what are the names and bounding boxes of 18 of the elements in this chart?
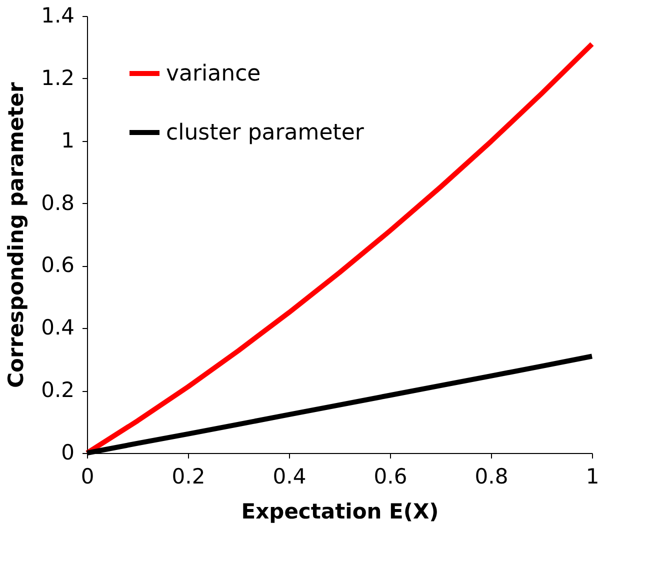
x-tick-label: 1 [586, 464, 600, 488]
y-tick-label: 1 [61, 128, 74, 152]
legend-label: cluster parameter [166, 120, 365, 146]
y-axis-title: Corresponding parameter [4, 82, 28, 388]
y-tick-label: 0.6 [41, 253, 74, 278]
y-tick-label: 1.4 [41, 4, 74, 28]
x-tick-label: 0.8 [474, 464, 508, 488]
x-axis-title: Expectation E(X) [241, 500, 439, 524]
y-tick-label: 0 [61, 440, 74, 464]
x-tick-label: 0.4 [272, 464, 306, 488]
x-tick-label: 0 [80, 464, 94, 488]
y-tick-label: 0.4 [41, 316, 74, 340]
x-tick-label: 0.6 [374, 464, 408, 488]
y-tick-label: 0.8 [41, 190, 74, 215]
y-tick-label: 1.2 [41, 66, 74, 90]
legend-label: variance [166, 62, 261, 86]
y-tick-label: 0.2 [41, 378, 74, 402]
x-tick-label: 0.2 [172, 464, 206, 488]
